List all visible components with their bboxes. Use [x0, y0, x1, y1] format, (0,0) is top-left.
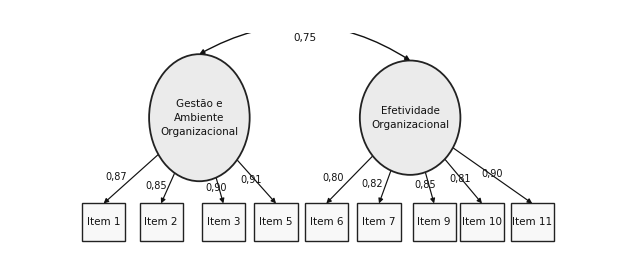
Bar — [255, 204, 298, 241]
Bar — [82, 204, 125, 241]
Text: Item 3: Item 3 — [206, 217, 240, 227]
Text: Item 5: Item 5 — [260, 217, 293, 227]
FancyArrowPatch shape — [201, 25, 409, 60]
Text: Item 11: Item 11 — [512, 217, 552, 227]
Bar — [201, 204, 245, 241]
Text: 0,85: 0,85 — [415, 180, 436, 190]
Text: Item 6: Item 6 — [310, 217, 343, 227]
Bar — [510, 204, 554, 241]
Text: Efetividade
Organizacional: Efetividade Organizacional — [371, 106, 449, 130]
Bar — [357, 204, 400, 241]
Bar — [305, 204, 348, 241]
Text: 0,80: 0,80 — [322, 173, 344, 183]
Text: 0,90: 0,90 — [481, 169, 502, 179]
Text: 0,91: 0,91 — [240, 175, 262, 185]
Ellipse shape — [360, 60, 460, 175]
Text: Item 7: Item 7 — [362, 217, 396, 227]
Text: 0,90: 0,90 — [206, 183, 227, 192]
Ellipse shape — [149, 54, 250, 181]
Bar — [460, 204, 504, 241]
Text: Item 9: Item 9 — [417, 217, 451, 227]
Text: Item 10: Item 10 — [462, 217, 502, 227]
Bar — [140, 204, 183, 241]
Text: 0,87: 0,87 — [106, 172, 127, 182]
Bar — [413, 204, 455, 241]
Text: 0,81: 0,81 — [450, 174, 471, 184]
Text: 0,82: 0,82 — [362, 179, 383, 189]
Text: Item 1: Item 1 — [87, 217, 121, 227]
Text: Gestão e
Ambiente
Organizacional: Gestão e Ambiente Organizacional — [160, 99, 239, 137]
Text: 0,85: 0,85 — [146, 180, 167, 191]
Text: Item 2: Item 2 — [145, 217, 178, 227]
Text: 0,75: 0,75 — [293, 32, 316, 43]
